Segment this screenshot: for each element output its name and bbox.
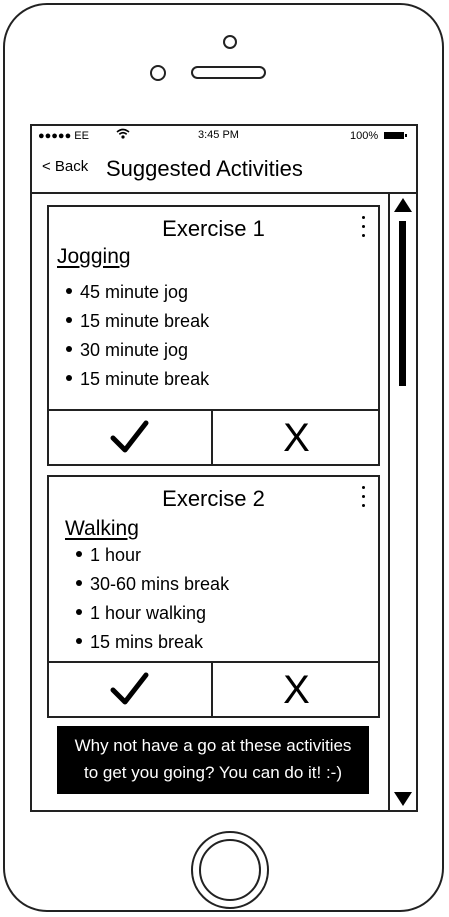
more-options-icon[interactable] <box>362 486 366 513</box>
reject-button[interactable]: X <box>213 411 380 464</box>
bullet-icon <box>66 375 72 382</box>
navigation-bar: < Back Suggested Activities <box>32 146 416 194</box>
scrollbar[interactable] <box>388 194 416 810</box>
step-text: 15 mins break <box>90 632 204 652</box>
bullet-icon <box>76 551 82 558</box>
exercise-title: Exercise 2 <box>162 486 265 511</box>
battery-percentage: 100% <box>350 130 379 142</box>
activity-name: Walking <box>65 517 139 540</box>
activity-steps: 45 minute jog 15 minute break 30 minute … <box>66 278 209 394</box>
back-button[interactable]: < Back <box>42 158 89 175</box>
exercise-card: Exercise 1 Jogging 45 minute jog 15 minu… <box>47 205 380 466</box>
close-icon: X <box>283 668 310 712</box>
step-text: 15 minute break <box>80 369 210 389</box>
home-button-ring <box>199 839 261 901</box>
card-actions: X <box>47 661 380 716</box>
step-item: 30-60 mins break <box>76 570 229 599</box>
phone-screen: ●●●●● EE 3:45 PM 100% < Back Suggested A… <box>30 124 418 812</box>
bullet-icon <box>76 609 82 616</box>
scroll-thumb[interactable] <box>399 221 406 386</box>
step-text: 15 minute break <box>80 311 210 331</box>
more-options-icon[interactable] <box>362 216 366 243</box>
earpiece-speaker <box>191 66 266 79</box>
bullet-icon <box>66 288 72 295</box>
home-button[interactable] <box>191 831 269 909</box>
exercise-card: Exercise 2 Walking 1 hour 30-60 mins bre… <box>47 475 380 718</box>
page-title: Suggested Activities <box>106 156 303 181</box>
step-text: 1 hour <box>90 545 142 565</box>
accept-button[interactable] <box>47 663 213 716</box>
carrier-label: ●●●●● EE <box>38 130 89 142</box>
activities-list[interactable]: Exercise 1 Jogging 45 minute jog 15 minu… <box>32 194 416 810</box>
step-text: 30 minute jog <box>80 340 189 360</box>
status-bar: ●●●●● EE 3:45 PM 100% <box>32 126 416 146</box>
tip-line-1: Why not have a go at these activities <box>74 736 352 755</box>
close-icon: X <box>283 416 310 460</box>
scroll-down-arrow-icon[interactable] <box>394 792 412 806</box>
activity-name: Jogging <box>57 245 131 268</box>
accept-button[interactable] <box>47 411 213 464</box>
front-camera <box>223 35 237 49</box>
reject-button[interactable]: X <box>213 663 380 716</box>
step-item: 15 minute break <box>66 307 209 336</box>
activity-steps: 1 hour 30-60 mins break 1 hour walking 1… <box>76 541 229 657</box>
bullet-icon <box>66 317 72 324</box>
status-time: 3:45 PM <box>198 129 239 141</box>
battery-icon <box>384 132 407 139</box>
step-text: 30-60 mins break <box>90 574 230 594</box>
wifi-icon <box>116 127 130 142</box>
step-item: 15 minute break <box>66 365 209 394</box>
step-item: 1 hour <box>76 541 229 570</box>
step-item: 1 hour walking <box>76 599 229 628</box>
step-item: 45 minute jog <box>66 278 209 307</box>
step-item: 15 mins break <box>76 628 229 657</box>
bullet-icon <box>66 346 72 353</box>
bullet-icon <box>76 580 82 587</box>
proximity-sensor <box>150 65 166 81</box>
exercise-title: Exercise 1 <box>162 216 265 241</box>
motivation-banner: Why not have a go at these activities to… <box>57 726 369 794</box>
step-item: 30 minute jog <box>66 336 209 365</box>
step-text: 45 minute jog <box>80 282 189 302</box>
checkmark-icon <box>110 672 149 705</box>
step-text: 1 hour walking <box>90 603 207 623</box>
checkmark-icon <box>110 420 149 453</box>
tip-line-2: to get you going? You can do it! :-) <box>83 763 343 782</box>
card-actions: X <box>47 409 380 464</box>
bullet-icon <box>76 638 82 645</box>
scroll-up-arrow-icon[interactable] <box>394 198 412 212</box>
